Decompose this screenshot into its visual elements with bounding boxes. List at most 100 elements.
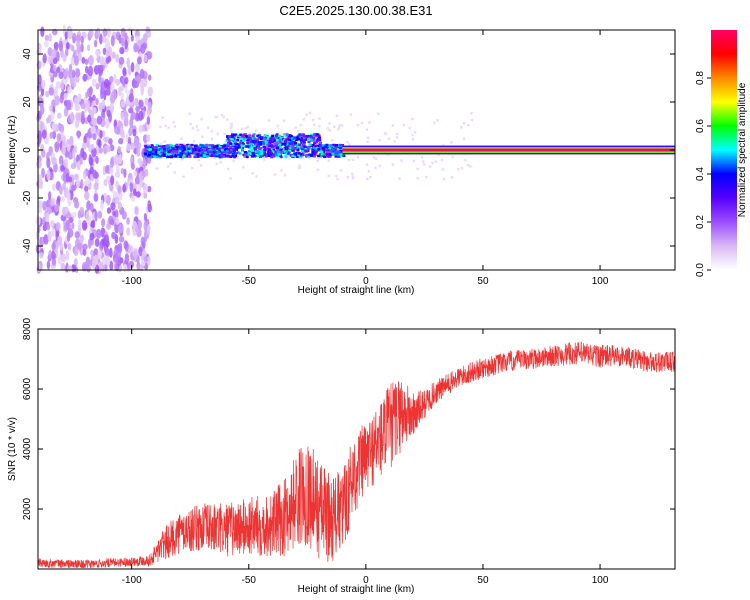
heatmap-cell xyxy=(285,150,289,154)
heatmap-cell xyxy=(302,145,306,148)
heatmap-cell xyxy=(44,90,50,98)
heatmap-cell xyxy=(230,145,234,148)
heatmap-cell xyxy=(264,140,268,144)
heatmap-cell xyxy=(294,136,298,139)
heatmap-cell xyxy=(302,136,306,140)
heatmap-cell xyxy=(297,166,301,170)
heatmap-cell xyxy=(89,109,94,117)
heatmap-cell xyxy=(75,68,81,78)
heatmap-cell xyxy=(258,155,262,159)
heatmap-cell xyxy=(450,176,454,179)
heatmap-cell xyxy=(124,32,128,42)
heatmap-cell xyxy=(269,137,273,140)
heatmap-cell xyxy=(115,250,121,260)
heatmap-cell xyxy=(114,222,120,234)
heatmap-cell xyxy=(54,86,59,97)
heatmap-cell xyxy=(236,139,240,142)
heatmap-cell xyxy=(334,174,338,178)
heatmap-cell xyxy=(291,141,295,144)
heatmap-cell xyxy=(63,69,69,78)
heatmap-cell xyxy=(351,175,355,179)
heatmap-cell xyxy=(263,149,267,152)
heatmap-cell xyxy=(293,154,297,157)
heatmap-cell xyxy=(102,35,107,43)
heatmap-cell xyxy=(338,143,342,147)
heatmap-cell xyxy=(333,125,336,129)
heatmap-cell xyxy=(335,152,339,155)
heatmap-cell xyxy=(462,137,466,140)
heatmap-cell xyxy=(110,157,114,168)
heatmap-cell xyxy=(75,112,81,121)
heatmap-cell xyxy=(220,155,224,158)
heatmap-cell xyxy=(144,146,148,149)
heatmap-cell xyxy=(282,140,286,143)
heatmap-cell xyxy=(291,136,295,139)
heatmap-cell xyxy=(327,149,331,152)
heatmap-cell xyxy=(312,138,316,141)
heatmap-cell xyxy=(85,91,89,99)
heatmap-cell xyxy=(297,129,300,133)
heatmap-cell xyxy=(93,182,99,191)
heatmap-cell xyxy=(294,138,298,142)
heatmap-cell xyxy=(91,258,97,269)
heatmap-cell xyxy=(146,144,150,147)
heatmap-cell xyxy=(76,160,81,171)
heatmap-cell xyxy=(282,119,286,123)
heatmap-cell xyxy=(118,86,122,97)
heatmap-cell xyxy=(301,133,305,136)
heatmap-cell xyxy=(84,58,89,66)
heatmap-cell xyxy=(51,252,57,260)
heatmap-cell xyxy=(190,152,194,155)
heatmap-cell xyxy=(70,111,75,122)
heatmap-cell xyxy=(66,41,70,50)
heatmap-cell xyxy=(106,109,111,118)
heatmap-cell xyxy=(325,143,329,147)
heatmap-cell xyxy=(100,110,106,121)
heatmap-cell xyxy=(265,146,269,149)
heatmap-cell xyxy=(347,158,351,162)
heatmap-cell xyxy=(66,191,71,200)
heatmap-cell xyxy=(193,155,197,159)
heatmap-cell xyxy=(278,139,282,142)
heatmap-cell xyxy=(130,62,135,73)
heatmap-cell xyxy=(85,256,91,267)
heatmap-cell xyxy=(271,134,275,138)
heatmap-cell xyxy=(235,142,239,146)
heatmap-cell xyxy=(248,132,252,135)
y-tick-label: 4000 xyxy=(22,437,33,460)
heatmap-cell xyxy=(208,154,212,157)
heatmap-cell xyxy=(92,94,96,101)
heatmap-cell xyxy=(327,144,331,148)
heatmap-cell xyxy=(241,144,245,148)
heatmap-cell xyxy=(205,154,209,158)
y-tick-label: -20 xyxy=(22,190,33,205)
colorbar-tick-label: 0.8 xyxy=(695,71,706,85)
colorbar-label: Normalized spectral amplitude xyxy=(737,82,748,217)
heatmap-cell xyxy=(302,118,306,121)
heatmap-cell xyxy=(277,134,281,138)
heatmap-cell xyxy=(252,144,256,148)
heatmap-cell xyxy=(314,144,318,148)
heatmap-cell xyxy=(120,92,125,100)
heatmap-cell xyxy=(267,152,271,156)
heatmap-cell xyxy=(226,144,230,148)
heatmap-cell xyxy=(276,150,280,154)
heatmap-cell xyxy=(289,137,293,140)
heatmap-cell xyxy=(296,145,300,148)
heatmap-cell xyxy=(159,149,163,152)
heatmap-cell xyxy=(146,148,150,151)
heatmap-cell xyxy=(284,155,288,159)
heatmap-cell xyxy=(103,234,110,244)
heatmap-cell xyxy=(132,220,138,228)
heatmap-cell xyxy=(304,145,308,149)
heatmap-cell xyxy=(398,177,401,180)
heatmap-cell xyxy=(180,158,184,161)
heatmap-cell xyxy=(157,150,161,154)
heatmap-cell xyxy=(171,153,175,156)
heatmap-cell xyxy=(54,203,60,213)
heatmap-cell xyxy=(255,138,259,142)
heatmap-cell xyxy=(54,143,60,153)
heatmap-cell xyxy=(267,154,271,158)
heatmap-cell xyxy=(346,175,350,179)
heatmap-cell xyxy=(338,151,342,154)
